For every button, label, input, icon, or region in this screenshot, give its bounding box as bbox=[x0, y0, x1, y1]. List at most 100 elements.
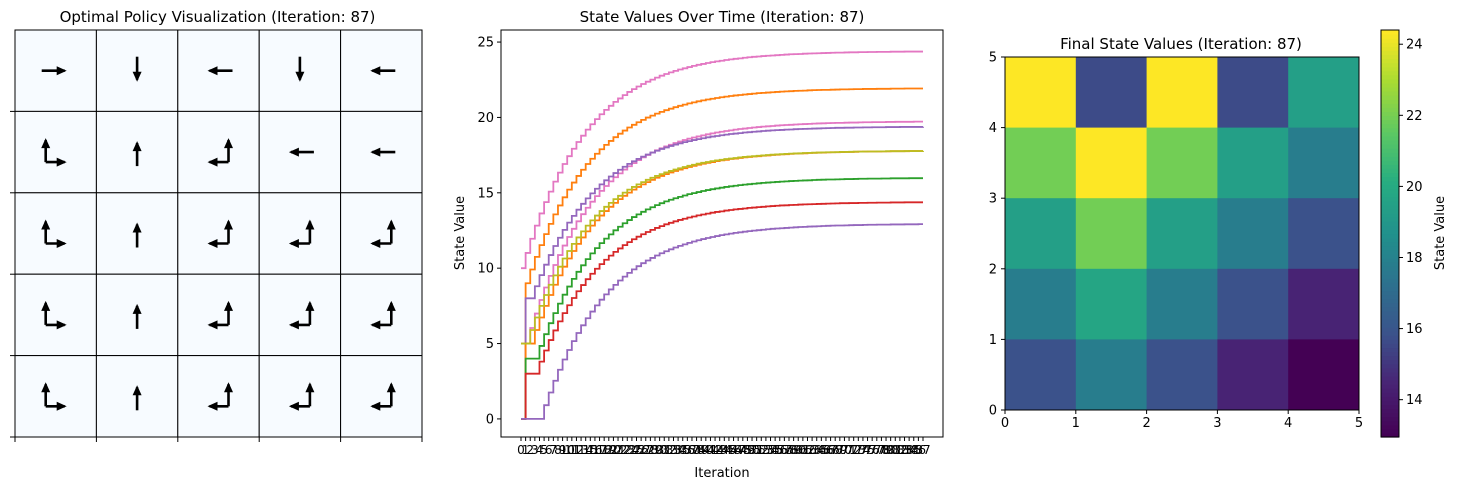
x-tick-label: 2 bbox=[526, 443, 534, 457]
x-tick-label: 48 bbox=[735, 443, 750, 457]
x-tick-label: 30 bbox=[652, 443, 667, 457]
colorbar-segment bbox=[1381, 176, 1399, 182]
policy-cell bbox=[177, 192, 260, 275]
x-tick-label: 60 bbox=[791, 443, 806, 457]
colorbar-segment bbox=[1381, 278, 1399, 283]
heatmap-cell bbox=[1217, 268, 1289, 340]
policy-panel: Optimal Policy Visualization (Iteration:… bbox=[10, 8, 423, 442]
arrow-head bbox=[305, 300, 315, 311]
colorbar-segment bbox=[1381, 282, 1399, 288]
policy-arrow-icon bbox=[207, 66, 233, 76]
arrow-head bbox=[288, 147, 299, 157]
x-tick-label: 81 bbox=[888, 443, 903, 457]
colorbar-segment bbox=[1381, 200, 1399, 206]
policy-arrow-icon bbox=[288, 401, 310, 411]
x-tick-label: 3 bbox=[531, 443, 539, 457]
colorbar-segment bbox=[1381, 408, 1399, 414]
heatmap-y-tick-label: 0 bbox=[989, 404, 997, 419]
colorbar-segment bbox=[1381, 384, 1399, 389]
colorbar-segment bbox=[1381, 343, 1399, 349]
heatmap-cell bbox=[1005, 198, 1077, 270]
heatmap-y-tick-label: 3 bbox=[989, 192, 997, 207]
colorbar-segment bbox=[1381, 237, 1399, 243]
colorbar-segment bbox=[1381, 225, 1399, 231]
colorbar-segment bbox=[1381, 213, 1399, 218]
x-tick-label: 77 bbox=[869, 443, 884, 457]
x-tick-label: 46 bbox=[726, 443, 741, 457]
heatmap-cell bbox=[1075, 57, 1148, 129]
policy-arrow-icon bbox=[370, 66, 396, 76]
colorbar-segment bbox=[1381, 74, 1399, 80]
x-tick-label: 68 bbox=[828, 443, 843, 457]
heatmap-y-tick-label: 2 bbox=[989, 262, 997, 277]
colorbar-segment bbox=[1381, 54, 1399, 60]
x-tick-label: 65 bbox=[814, 443, 829, 457]
x-tick-label: 63 bbox=[804, 443, 819, 457]
colorbar-segment bbox=[1381, 347, 1399, 353]
colorbar-segment bbox=[1381, 314, 1399, 320]
colorbar-segment bbox=[1381, 388, 1399, 393]
heatmap-x-tick-label: 4 bbox=[1284, 416, 1292, 431]
x-tick-label: 44 bbox=[717, 443, 732, 457]
series-line bbox=[521, 126, 924, 420]
colorbar-segment bbox=[1381, 38, 1399, 43]
policy-arrow-icon bbox=[288, 147, 314, 157]
heatmap-cell bbox=[1288, 57, 1360, 129]
arrow-head bbox=[207, 66, 218, 76]
x-tick-label: 26 bbox=[633, 443, 648, 457]
colorbar-segment bbox=[1381, 172, 1399, 178]
colorbar-segment bbox=[1381, 180, 1399, 186]
arrow-head bbox=[56, 239, 67, 248]
colorbar-segment bbox=[1381, 99, 1399, 104]
colorbar-segment bbox=[1381, 58, 1399, 64]
heatmap-x-tick-label: 5 bbox=[1355, 416, 1363, 431]
policy-arrow-icon bbox=[224, 138, 233, 163]
policy-arrow-icon bbox=[305, 219, 315, 244]
arrow-head bbox=[370, 66, 381, 76]
heatmap-cell bbox=[1217, 57, 1289, 129]
policy-arrow-icon bbox=[288, 320, 310, 330]
colorbar-segment bbox=[1381, 66, 1399, 72]
colorbar-segment bbox=[1381, 416, 1399, 422]
arrow-head bbox=[295, 71, 305, 82]
colorbar-segment bbox=[1381, 221, 1399, 226]
x-tick-label: 24 bbox=[624, 443, 639, 457]
arrow-head bbox=[132, 303, 142, 314]
policy-arrow-icon bbox=[41, 300, 51, 325]
colorbar-segment bbox=[1381, 400, 1399, 406]
y-tick-label: 20 bbox=[477, 111, 494, 126]
colorbar-tick-label: 22 bbox=[1406, 109, 1423, 124]
colorbar-segment bbox=[1381, 367, 1399, 373]
x-tick-label: 4 bbox=[536, 443, 544, 457]
policy-arrow-icon bbox=[132, 56, 142, 82]
policy-arrow-icon bbox=[41, 66, 67, 76]
x-tick-label: 55 bbox=[767, 443, 782, 457]
y-tick-label: 5 bbox=[486, 337, 494, 352]
colorbar-segment bbox=[1381, 424, 1399, 430]
colorbar-segment bbox=[1381, 103, 1399, 108]
series-line bbox=[521, 50, 923, 270]
policy-arrow-icon bbox=[132, 303, 142, 329]
colorbar-frame bbox=[1380, 29, 1400, 438]
colorbar-segment bbox=[1381, 30, 1399, 35]
policy-arrow-icon bbox=[288, 239, 310, 248]
policy-arrow-icon bbox=[370, 147, 396, 157]
arrow-head bbox=[224, 138, 233, 149]
heatmap-cell bbox=[1288, 268, 1360, 340]
colorbar-segment bbox=[1381, 86, 1399, 92]
colorbar-segment bbox=[1381, 95, 1399, 100]
colorbar-segment bbox=[1381, 233, 1399, 239]
x-tick-label: 59 bbox=[786, 443, 801, 457]
x-tick-label: 58 bbox=[781, 443, 796, 457]
x-tick-label: 43 bbox=[712, 443, 727, 457]
x-tick-label: 17 bbox=[592, 443, 607, 457]
arrow-head bbox=[41, 138, 51, 149]
colorbar-segment bbox=[1381, 318, 1399, 324]
colorbar-segment bbox=[1381, 50, 1399, 56]
x-tick-label: 57 bbox=[777, 443, 792, 457]
arrow-head bbox=[41, 300, 51, 311]
colorbar-segment bbox=[1381, 274, 1399, 279]
arrow-head bbox=[386, 300, 396, 311]
arrow-head bbox=[224, 382, 233, 393]
